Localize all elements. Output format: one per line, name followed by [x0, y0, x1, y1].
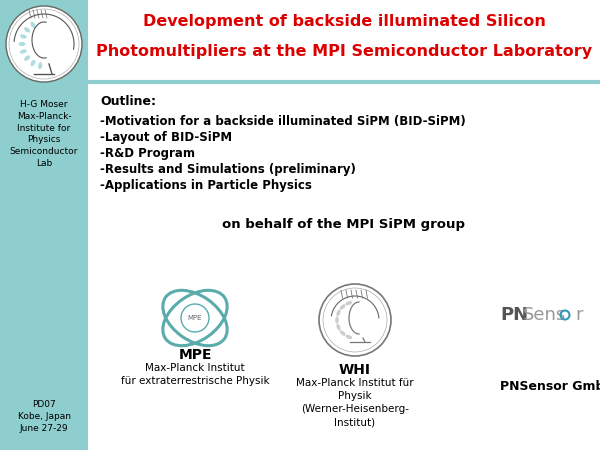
Ellipse shape	[346, 301, 352, 305]
Text: Max-Planck Institut für
Physik
(Werner-Heisenberg-
Institut): Max-Planck Institut für Physik (Werner-H…	[296, 378, 414, 428]
Text: r: r	[575, 306, 583, 324]
Text: PD07
Kobe, Japan
June 27-29: PD07 Kobe, Japan June 27-29	[17, 400, 71, 432]
Ellipse shape	[38, 62, 42, 69]
Text: -Applications in Particle Physics: -Applications in Particle Physics	[100, 179, 312, 192]
Text: PNSensor GmbH: PNSensor GmbH	[500, 380, 600, 393]
Text: -Results and Simulations (preliminary): -Results and Simulations (preliminary)	[100, 163, 356, 176]
Ellipse shape	[20, 34, 26, 39]
Ellipse shape	[335, 316, 339, 324]
Ellipse shape	[31, 60, 35, 66]
Ellipse shape	[340, 330, 346, 336]
Ellipse shape	[20, 50, 26, 54]
Ellipse shape	[19, 42, 25, 46]
Ellipse shape	[346, 335, 352, 339]
Bar	[0, 0, 88, 450]
Circle shape	[319, 284, 391, 356]
Ellipse shape	[24, 27, 30, 32]
Text: -R&D Program: -R&D Program	[100, 147, 195, 160]
Text: Outline:: Outline:	[100, 95, 156, 108]
Bar	[88, 0, 600, 82]
Text: Sens: Sens	[523, 306, 566, 324]
Circle shape	[6, 6, 82, 82]
Ellipse shape	[31, 22, 35, 28]
Text: -Motivation for a backside illuminated SiPM (BID-SiPM): -Motivation for a backside illuminated S…	[100, 115, 466, 128]
Text: Photomultipliers at the MPI Semiconductor Laboratory: Photomultipliers at the MPI Semiconducto…	[96, 44, 592, 59]
Text: MPE: MPE	[178, 348, 212, 362]
Circle shape	[181, 304, 209, 332]
Ellipse shape	[24, 55, 30, 61]
Ellipse shape	[340, 304, 346, 310]
Text: WHI: WHI	[339, 363, 371, 377]
Text: MPE: MPE	[188, 315, 202, 321]
Text: Max-Planck Institut
für extraterrestrische Physik: Max-Planck Institut für extraterrestrisc…	[121, 363, 269, 386]
Text: Development of backside illuminated Silicon: Development of backside illuminated Sili…	[143, 14, 545, 29]
Ellipse shape	[337, 324, 341, 330]
Text: on behalf of the MPI SiPM group: on behalf of the MPI SiPM group	[223, 218, 466, 231]
Ellipse shape	[337, 310, 341, 316]
Text: H-G Moser
Max-Planck-
Institute for
Physics
Semiconductor
Lab: H-G Moser Max-Planck- Institute for Phys…	[10, 100, 78, 168]
Text: PN: PN	[500, 306, 528, 324]
Text: -Layout of BID-SiPM: -Layout of BID-SiPM	[100, 131, 232, 144]
